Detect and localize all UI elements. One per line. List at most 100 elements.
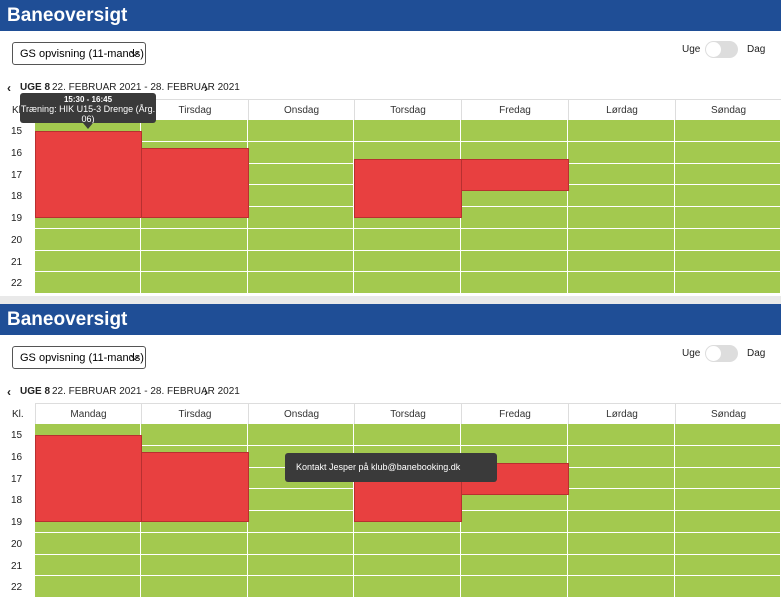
slot[interactable] xyxy=(141,424,248,446)
slot[interactable] xyxy=(354,554,461,577)
slot[interactable] xyxy=(568,228,675,251)
day-header: Tirsdag xyxy=(141,99,248,120)
booking[interactable] xyxy=(141,452,249,522)
prev-week[interactable]: ‹ xyxy=(7,385,11,399)
slot[interactable] xyxy=(35,532,141,555)
slot[interactable] xyxy=(568,576,675,598)
slot[interactable] xyxy=(354,228,461,251)
slot[interactable] xyxy=(568,207,675,229)
slot[interactable] xyxy=(568,185,675,207)
slot[interactable] xyxy=(35,250,141,273)
slot[interactable] xyxy=(248,141,354,164)
slot[interactable] xyxy=(141,272,248,294)
slot[interactable] xyxy=(568,554,675,577)
slot[interactable] xyxy=(35,576,141,598)
slot[interactable] xyxy=(248,207,354,229)
slot[interactable] xyxy=(675,424,781,446)
slot[interactable] xyxy=(248,532,354,555)
slot[interactable] xyxy=(675,163,781,186)
slot[interactable] xyxy=(461,120,568,142)
slot[interactable] xyxy=(568,272,675,294)
slot[interactable] xyxy=(675,272,781,294)
slot[interactable] xyxy=(35,554,141,577)
slot[interactable] xyxy=(568,163,675,186)
slot[interactable] xyxy=(461,272,568,294)
slot[interactable] xyxy=(675,532,781,555)
slot[interactable] xyxy=(35,272,141,294)
slot[interactable] xyxy=(248,424,354,446)
slot[interactable] xyxy=(461,576,568,598)
slot[interactable] xyxy=(248,185,354,207)
hour-label: 19 xyxy=(11,517,23,528)
slot[interactable] xyxy=(461,532,568,555)
booking[interactable] xyxy=(461,159,569,191)
field-select[interactable]: GS opvisning (11-mands) xyxy=(12,42,146,65)
slot[interactable] xyxy=(461,511,568,533)
booking[interactable] xyxy=(35,131,142,218)
hour-label: 16 xyxy=(11,451,23,463)
slot[interactable] xyxy=(248,120,354,142)
slot[interactable] xyxy=(568,250,675,273)
slot[interactable] xyxy=(35,228,141,251)
view-toggle[interactable] xyxy=(705,345,738,362)
tooltip-arrow xyxy=(83,123,93,129)
slot[interactable] xyxy=(354,532,461,555)
slot[interactable] xyxy=(248,250,354,273)
slot[interactable] xyxy=(248,554,354,577)
slot[interactable] xyxy=(141,250,248,273)
panel: Baneoversigt GS opvisning (11-mands) Uge Da… xyxy=(0,0,781,296)
slot[interactable] xyxy=(675,467,781,490)
slot[interactable] xyxy=(568,120,675,142)
hour-label: 17 xyxy=(11,169,23,181)
slot[interactable] xyxy=(675,120,781,142)
view-toggle[interactable] xyxy=(705,41,738,58)
slot[interactable] xyxy=(675,445,781,468)
slot[interactable] xyxy=(568,489,675,511)
slot[interactable] xyxy=(568,467,675,490)
slot[interactable] xyxy=(461,424,568,446)
slot[interactable] xyxy=(675,489,781,511)
slot[interactable] xyxy=(354,250,461,273)
slot[interactable] xyxy=(354,120,461,142)
slot[interactable] xyxy=(568,141,675,164)
slot[interactable] xyxy=(461,228,568,251)
slot[interactable] xyxy=(568,445,675,468)
slot[interactable] xyxy=(248,489,354,511)
slot[interactable] xyxy=(675,185,781,207)
slot[interactable] xyxy=(675,141,781,164)
slot[interactable] xyxy=(675,250,781,273)
slot[interactable] xyxy=(248,272,354,294)
slot[interactable] xyxy=(675,228,781,251)
slot[interactable] xyxy=(461,250,568,273)
slot[interactable] xyxy=(248,228,354,251)
slot[interactable] xyxy=(354,272,461,294)
slot[interactable] xyxy=(675,576,781,598)
slot[interactable] xyxy=(248,511,354,533)
slot[interactable] xyxy=(568,532,675,555)
prev-week[interactable]: ‹ xyxy=(7,81,11,95)
slot[interactable] xyxy=(141,120,248,142)
slot[interactable] xyxy=(568,424,675,446)
hour-label: 21 xyxy=(11,560,23,572)
slot[interactable] xyxy=(354,424,461,446)
booking[interactable] xyxy=(35,435,142,522)
booking[interactable] xyxy=(141,148,249,218)
slot[interactable] xyxy=(675,511,781,533)
slot[interactable] xyxy=(675,207,781,229)
slot[interactable] xyxy=(141,576,248,598)
slot[interactable] xyxy=(141,554,248,577)
slot[interactable] xyxy=(248,163,354,186)
slot[interactable] xyxy=(461,207,568,229)
slot[interactable] xyxy=(248,576,354,598)
next-week[interactable]: › xyxy=(204,81,208,95)
slot[interactable] xyxy=(675,554,781,577)
booking[interactable] xyxy=(354,159,462,218)
slot[interactable] xyxy=(354,576,461,598)
slot[interactable] xyxy=(461,554,568,577)
field-select[interactable]: GS opvisning (11-mands) xyxy=(12,346,146,369)
slot[interactable] xyxy=(141,228,248,251)
day-header: Lørdag xyxy=(568,99,675,120)
next-week[interactable]: › xyxy=(204,385,208,399)
slot[interactable] xyxy=(568,511,675,533)
slot[interactable] xyxy=(141,532,248,555)
